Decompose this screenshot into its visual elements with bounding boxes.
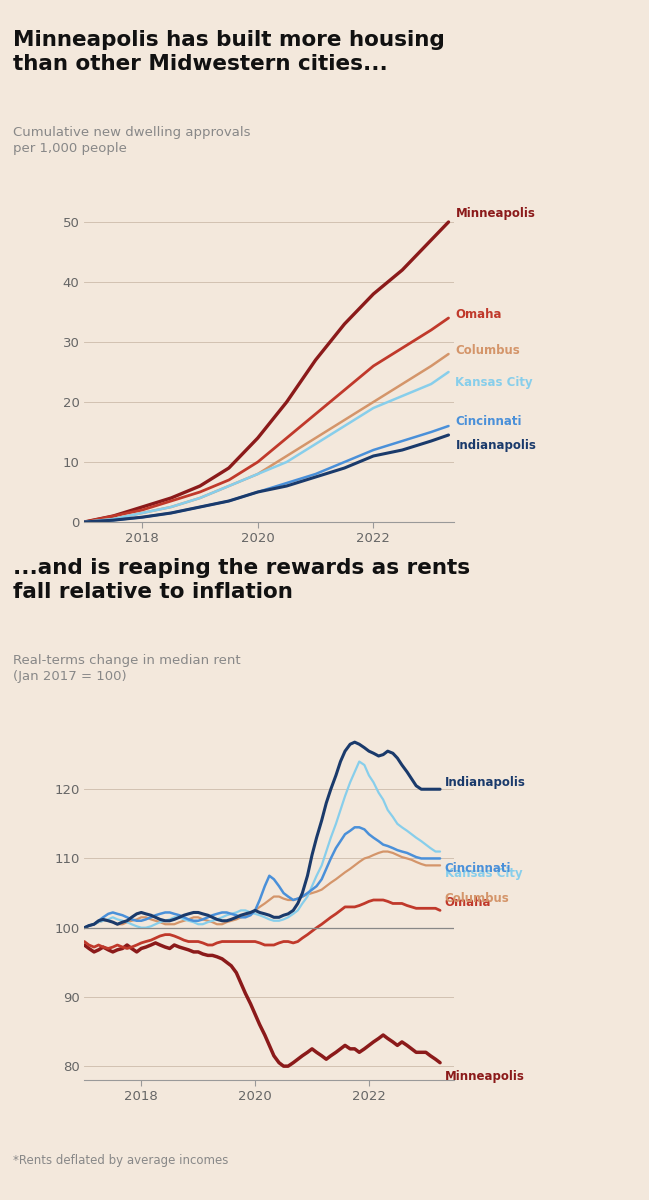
Text: Cincinnati: Cincinnati bbox=[445, 863, 511, 875]
Text: Omaha: Omaha bbox=[445, 895, 491, 908]
Text: Kansas City: Kansas City bbox=[445, 868, 522, 880]
Text: Real-terms change in median rent
(Jan 2017 = 100): Real-terms change in median rent (Jan 20… bbox=[13, 654, 241, 683]
Text: Indianapolis: Indianapolis bbox=[445, 776, 526, 788]
Text: Kansas City: Kansas City bbox=[456, 377, 533, 389]
Text: Omaha: Omaha bbox=[456, 308, 502, 322]
Text: Minneapolis: Minneapolis bbox=[456, 206, 535, 220]
Text: Cincinnati: Cincinnati bbox=[456, 415, 522, 427]
Text: Minneapolis: Minneapolis bbox=[445, 1070, 524, 1084]
Text: *Rents deflated by average incomes: *Rents deflated by average incomes bbox=[13, 1154, 228, 1166]
Text: Minneapolis has built more housing
than other Midwestern cities...: Minneapolis has built more housing than … bbox=[13, 30, 445, 74]
Text: Columbus: Columbus bbox=[456, 344, 520, 358]
Text: ...and is reaping the rewards as rents
fall relative to inflation: ...and is reaping the rewards as rents f… bbox=[13, 558, 470, 602]
Text: Cumulative new dwelling approvals
per 1,000 people: Cumulative new dwelling approvals per 1,… bbox=[13, 126, 251, 155]
Text: Indianapolis: Indianapolis bbox=[456, 439, 536, 452]
Text: Columbus: Columbus bbox=[445, 892, 509, 905]
